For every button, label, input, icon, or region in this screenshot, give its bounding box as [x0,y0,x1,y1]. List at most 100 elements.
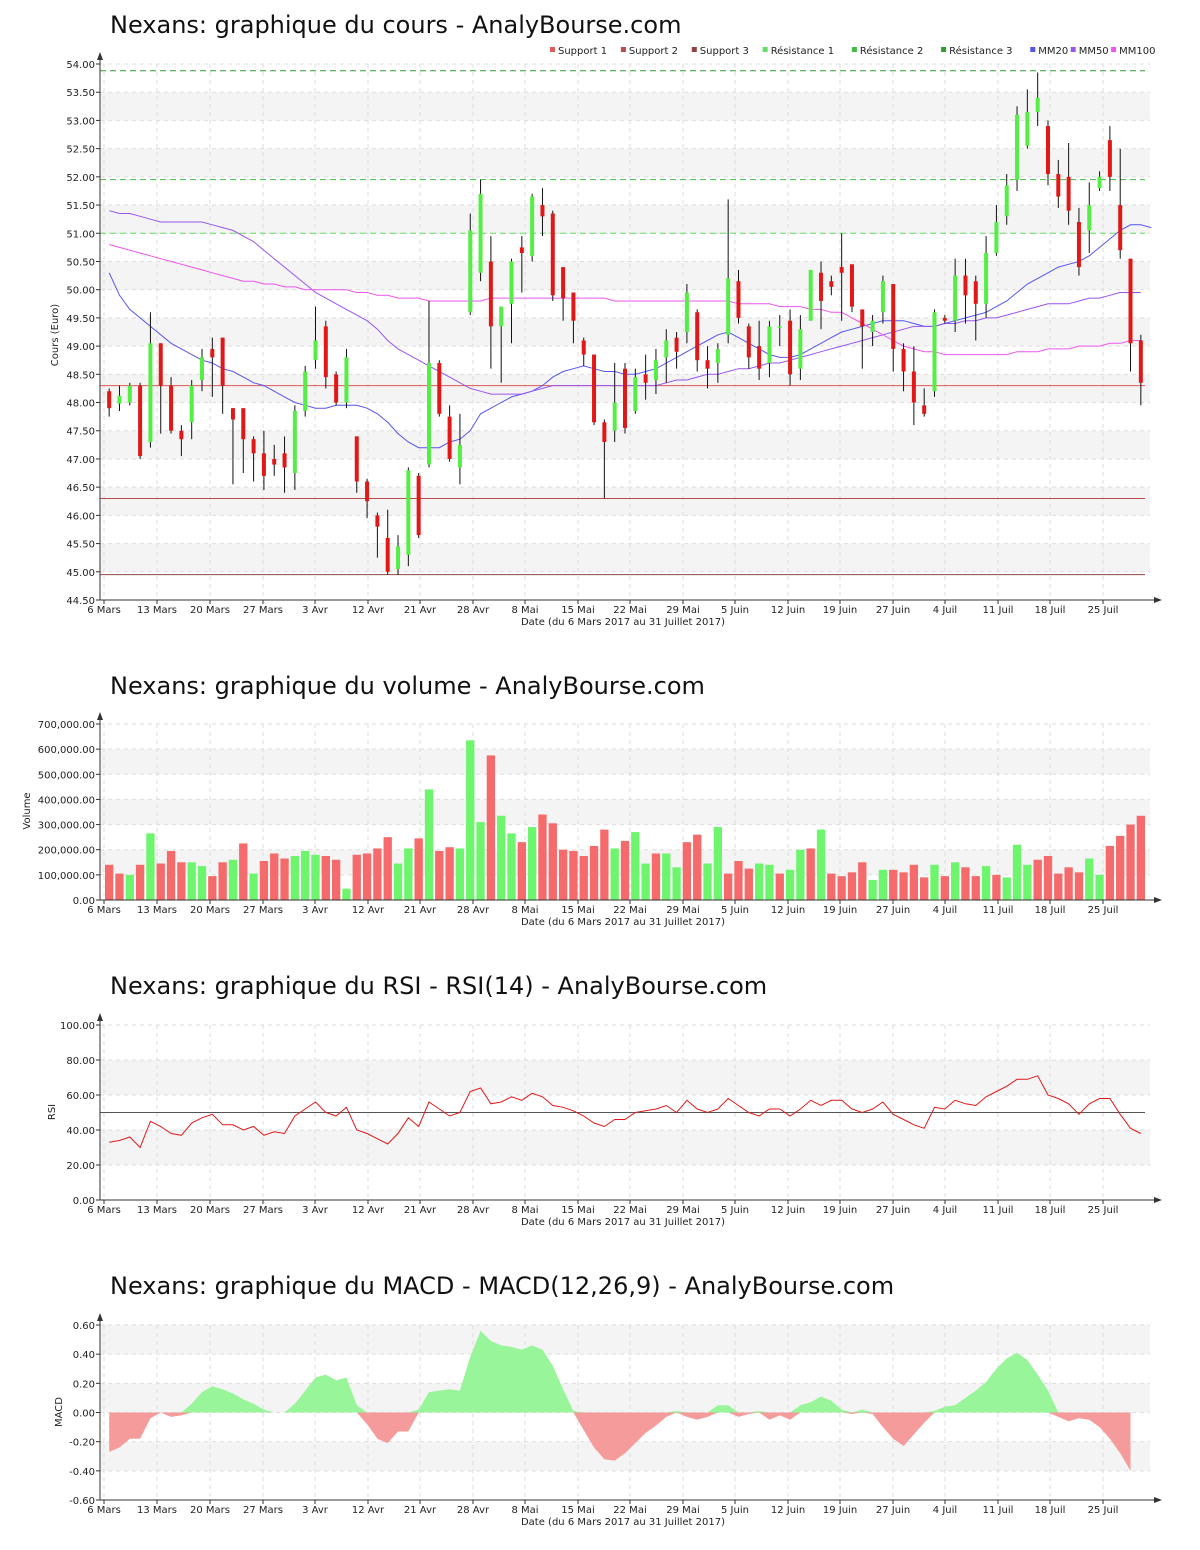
y-tick-label: 49.00 [66,342,95,353]
volume-bar [868,879,877,900]
volume-bar [466,740,475,900]
y-tick-label: 51.00 [66,229,95,240]
grid-band [100,317,1150,347]
volume-bar [435,850,444,900]
volume-bar [527,827,537,900]
volume-bar [538,814,547,900]
candle-body [1097,176,1102,189]
grid-band [100,148,1150,177]
macd-negative-area [109,1412,1131,1471]
candle-body [643,374,648,383]
legend-swatch [851,47,857,52]
candle-body [210,348,215,358]
candle-body [1087,205,1092,231]
y-tick-label: 48.50 [66,370,95,381]
candle-body [354,436,359,482]
candle-body [1076,221,1081,268]
y-tick-label: 0.00 [73,1409,95,1420]
y-tick-label: 51.50 [66,201,95,212]
candle-body [736,281,741,318]
candle-body [891,284,896,349]
volume-bar [858,862,867,900]
x-tick-label: 27 Mars [243,905,283,916]
y-axis-arrow [97,712,103,720]
candle-body [581,340,586,355]
candle-body [953,275,958,321]
candle-body [684,292,689,332]
x-tick-label: 20 Mars [190,1505,230,1516]
candle-body [241,408,246,440]
volume-bar [1136,815,1145,900]
volume-bar [744,868,753,900]
x-tick-label: 20 Mars [190,1205,230,1216]
x-tick-label: 19 Juin [823,1505,857,1516]
candle-body [1118,205,1123,251]
legend-label: Support 2 [629,46,678,57]
volume-bar [1023,864,1032,900]
x-tick-label: 6 Mars [87,605,121,616]
candle-body [571,292,576,321]
x-tick-label: 13 Mars [137,1505,177,1516]
candle-body [705,360,710,369]
x-tick-label: 5 Juin [721,1505,749,1516]
volume-bar [259,861,269,900]
price-x-axis-label: Date (du 6 Mars 2017 au 31 Juillet 2017) [521,617,725,628]
candle-body [179,430,184,440]
candle-body [922,405,927,414]
volume-bar [1095,874,1104,900]
rsi-axes [97,1013,1162,1203]
x-tick-label: 29 Mai [666,1505,699,1516]
candle-body [860,309,865,327]
macd-positive-area [109,1330,1131,1413]
x-tick-label: 18 Juil [1035,1505,1066,1516]
rsi-chart: Nexans: graphique du RSI - RSI(14) - Ana… [47,972,1162,1228]
volume-bar [125,874,134,900]
volume-bar [734,861,743,900]
legend-label: Support 1 [558,46,607,57]
legend-label: Résistance 1 [771,45,834,57]
candle-body [901,348,906,372]
volume-bar [280,858,289,900]
volume-bar [445,847,454,900]
volume-bar [404,848,413,900]
y-tick-label: 47.00 [66,455,95,466]
macd-y-ticks: -0.60 -0.40 -0.20 0.00 0.20 0.40 0.60 [69,1321,100,1507]
macd-chart-title: Nexans: graphique du MACD - MACD(12,26,9… [110,1272,894,1300]
volume-bar [1085,858,1094,900]
legend-label: Résistance 3 [949,45,1012,57]
candle-body [509,261,514,304]
volume-bar [1126,824,1135,900]
x-tick-label: 27 Mars [243,605,283,616]
x-tick-label: 12 Avr [352,1505,385,1516]
volume-bar [651,853,661,900]
volume-x-axis-label: Date (du 6 Mars 2017 au 31 Juillet 2017) [521,917,725,928]
x-tick-label: 4 Juil [933,1505,957,1516]
candle-body [1004,185,1009,217]
price-x-ticks: 6 Mars 13 Mars 20 Mars 27 Mars 3 Avr 12 Avr 21… [87,600,1118,616]
volume-bar [600,829,609,900]
volume-bar [208,876,217,900]
volume-bar [342,888,351,900]
candle-body [757,346,762,369]
y-tick-label: 500,000.00 [38,770,95,781]
y-tick-label: 45.50 [66,540,95,551]
volume-bar [321,856,330,900]
candle-body [963,275,968,296]
volume-bar [424,789,434,900]
volume-bar [1116,835,1125,900]
x-tick-label: 27 Juin [876,605,910,616]
grid-band [100,430,1150,459]
volume-bar [1043,856,1053,900]
y-tick-label: -0.20 [69,1438,95,1449]
x-tick-label: 11 Juil [983,605,1014,616]
price-gridlines [100,63,1150,601]
candle-body [437,363,442,414]
volume-y-ticks: 0.00 100,000.00 200,000.00 300,000.00 400,00… [38,720,100,907]
y-tick-label: 300,000.00 [38,821,95,832]
volume-bar [135,864,145,900]
candle-body [365,481,370,502]
y-tick-label: -0.60 [69,1496,95,1507]
volume-chart-title: Nexans: graphique du volume - AnalyBours… [110,672,705,700]
y-tick-label: 52.00 [66,173,95,184]
volume-bar [724,873,733,900]
